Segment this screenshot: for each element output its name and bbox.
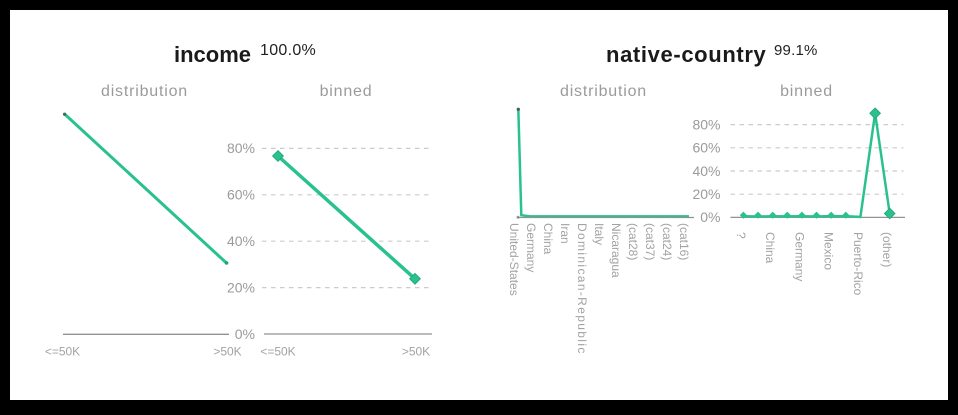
- svg-text:40%: 40%: [692, 163, 720, 179]
- svg-text:(cat16): (cat16): [677, 223, 691, 260]
- svg-text:<=50K: <=50K: [260, 345, 295, 359]
- svg-text:80%: 80%: [227, 140, 255, 156]
- svg-text:<=50K: <=50K: [45, 345, 80, 359]
- svg-text:(cat37): (cat37): [643, 223, 657, 260]
- svg-text:(cat24): (cat24): [660, 223, 674, 260]
- svg-text:20%: 20%: [692, 186, 720, 202]
- svg-text:Germany: Germany: [792, 232, 806, 281]
- svg-text:distribution: distribution: [101, 83, 188, 100]
- svg-text:?: ?: [734, 232, 748, 239]
- svg-text:China: China: [763, 232, 777, 264]
- svg-text:Dominican-Republic: Dominican-Republic: [575, 223, 589, 355]
- svg-text:0%: 0%: [700, 209, 720, 225]
- svg-text:>50K: >50K: [402, 345, 430, 359]
- svg-text:native-country: native-country: [606, 42, 767, 67]
- svg-text:Italy: Italy: [592, 223, 606, 245]
- svg-text:(other): (other): [880, 232, 894, 267]
- svg-text:United-States: United-States: [507, 223, 521, 296]
- svg-text:Iran: Iran: [558, 223, 572, 244]
- svg-text:income: income: [174, 42, 251, 67]
- svg-text:100.0%: 100.0%: [260, 42, 316, 59]
- svg-text:Germany: Germany: [524, 223, 538, 272]
- svg-text:Puerto-Rico: Puerto-Rico: [851, 232, 865, 296]
- svg-text:60%: 60%: [227, 187, 255, 203]
- svg-text:binned: binned: [780, 83, 833, 100]
- svg-text:20%: 20%: [227, 279, 255, 295]
- svg-text:binned: binned: [320, 83, 373, 100]
- svg-text:0%: 0%: [235, 326, 255, 342]
- svg-text:Mexico: Mexico: [822, 232, 836, 270]
- svg-text:99.1%: 99.1%: [774, 42, 818, 59]
- svg-text:40%: 40%: [227, 233, 255, 249]
- svg-text:distribution: distribution: [560, 83, 647, 100]
- svg-text:(cat28): (cat28): [626, 223, 640, 260]
- svg-text:80%: 80%: [692, 116, 720, 132]
- svg-text:>50K: >50K: [213, 345, 241, 359]
- svg-text:60%: 60%: [692, 140, 720, 156]
- svg-text:China: China: [541, 223, 555, 255]
- svg-text:Nicaragua: Nicaragua: [609, 223, 623, 278]
